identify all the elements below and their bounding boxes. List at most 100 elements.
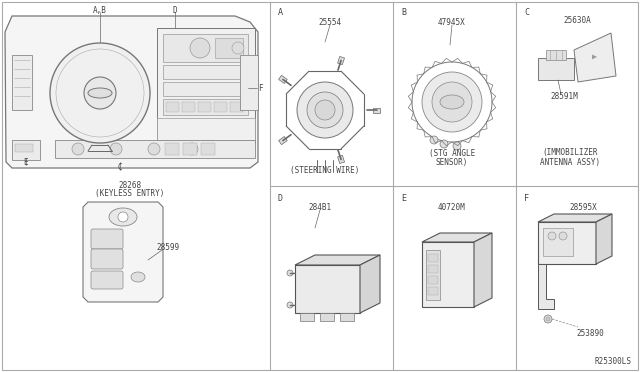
Text: 28595X: 28595X (569, 202, 597, 212)
Text: (IMMOBILIZER: (IMMOBILIZER (542, 148, 598, 157)
Circle shape (453, 142, 461, 150)
Text: F: F (524, 193, 529, 202)
Bar (198, 102, 211, 112)
Polygon shape (422, 242, 474, 307)
Bar (157, 28, 255, 143)
Bar (55, 140, 255, 158)
Text: D: D (173, 6, 177, 15)
Circle shape (232, 42, 244, 54)
Text: 25630A: 25630A (563, 16, 591, 25)
Circle shape (307, 92, 343, 128)
Circle shape (548, 232, 556, 240)
Bar (163, 34, 248, 62)
Text: ▶: ▶ (591, 51, 596, 61)
Text: F: F (258, 83, 262, 93)
Bar (278, 76, 287, 84)
Text: A,B: A,B (93, 6, 107, 15)
Bar (428, 265, 438, 273)
Polygon shape (596, 214, 612, 264)
Bar (338, 155, 344, 164)
Text: 40720M: 40720M (438, 202, 466, 212)
Text: (STG ANGLE: (STG ANGLE (429, 148, 475, 157)
Ellipse shape (88, 88, 112, 98)
Polygon shape (538, 222, 596, 264)
Circle shape (190, 38, 210, 58)
Bar (215, 38, 243, 58)
Bar (240, 55, 258, 110)
Bar (426, 250, 440, 300)
Circle shape (148, 143, 160, 155)
Circle shape (430, 136, 438, 144)
Polygon shape (5, 16, 258, 168)
Text: 47945X: 47945X (438, 17, 466, 26)
Polygon shape (538, 214, 612, 222)
Bar (163, 99, 248, 115)
Text: 284B1: 284B1 (308, 202, 332, 212)
Bar (538, 58, 574, 80)
Bar (182, 102, 195, 112)
Ellipse shape (109, 208, 137, 226)
Circle shape (287, 270, 293, 276)
Bar (338, 57, 344, 65)
Text: 28268: 28268 (118, 180, 141, 189)
Circle shape (559, 232, 567, 240)
Circle shape (315, 100, 335, 120)
Bar (214, 102, 227, 112)
Polygon shape (422, 233, 492, 242)
Bar (278, 137, 287, 145)
Circle shape (110, 143, 122, 155)
Polygon shape (295, 255, 380, 265)
Text: D: D (278, 193, 283, 202)
Polygon shape (574, 33, 616, 82)
Polygon shape (538, 264, 554, 309)
Bar (543, 228, 573, 256)
Circle shape (287, 302, 293, 308)
Text: (KEYLESS ENTRY): (KEYLESS ENTRY) (95, 189, 164, 198)
Polygon shape (83, 202, 163, 302)
Ellipse shape (131, 272, 145, 282)
Bar (428, 254, 438, 262)
Circle shape (50, 43, 150, 143)
Text: SENSOR): SENSOR) (436, 157, 468, 167)
Bar (546, 50, 566, 60)
FancyBboxPatch shape (91, 249, 123, 269)
Bar (230, 102, 243, 112)
Circle shape (72, 143, 84, 155)
Polygon shape (360, 255, 380, 313)
Text: A: A (278, 7, 283, 16)
Text: R25300LS: R25300LS (595, 357, 632, 366)
Polygon shape (295, 265, 360, 313)
Bar (340, 313, 354, 321)
FancyBboxPatch shape (91, 271, 123, 289)
Circle shape (546, 317, 550, 321)
Bar (300, 313, 314, 321)
Circle shape (422, 72, 482, 132)
Bar (320, 313, 334, 321)
Text: 28599: 28599 (156, 244, 180, 253)
Bar (12, 55, 32, 110)
Bar (12, 140, 40, 160)
Text: E: E (401, 193, 406, 202)
Circle shape (84, 77, 116, 109)
Bar (163, 65, 248, 79)
Text: C: C (524, 7, 529, 16)
Bar (428, 276, 438, 284)
Bar (183, 143, 197, 155)
Text: 253890: 253890 (576, 328, 604, 337)
Bar (163, 82, 248, 96)
Bar (428, 287, 438, 295)
Circle shape (186, 143, 198, 155)
Circle shape (118, 212, 128, 222)
Circle shape (432, 82, 472, 122)
Circle shape (297, 82, 353, 138)
Ellipse shape (440, 95, 464, 109)
Text: ANTENNA ASSY): ANTENNA ASSY) (540, 157, 600, 167)
Text: B: B (401, 7, 406, 16)
Bar (201, 143, 215, 155)
Circle shape (544, 315, 552, 323)
Text: C: C (118, 163, 122, 171)
Polygon shape (474, 233, 492, 307)
Text: (STEERING WIRE): (STEERING WIRE) (291, 166, 360, 174)
Text: 28591M: 28591M (550, 92, 578, 100)
Bar (157, 118, 255, 140)
